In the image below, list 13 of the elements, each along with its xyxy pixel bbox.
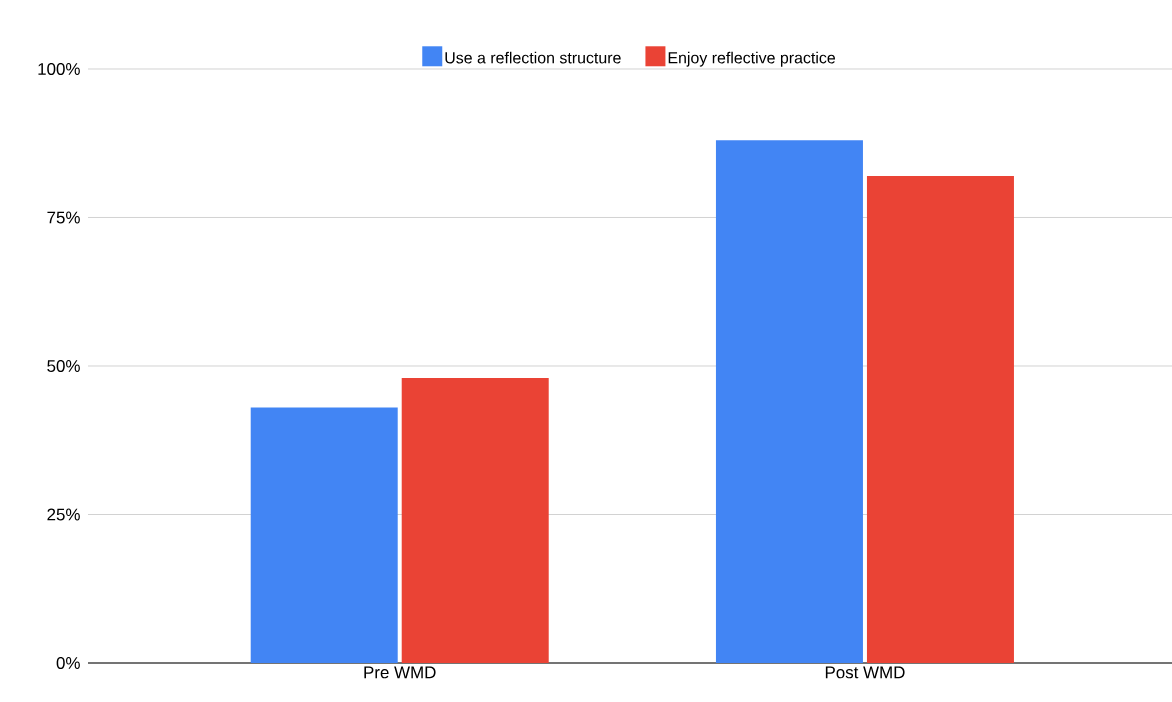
x-tick-label: Post WMD <box>825 666 905 679</box>
bar <box>715 140 863 663</box>
y-tick-label: 25% <box>47 508 80 521</box>
bar <box>866 175 1014 663</box>
x-tick-label: Pre WMD <box>364 666 436 679</box>
y-tick-label: 0% <box>56 657 80 669</box>
y-tick-label: 75% <box>47 211 80 224</box>
y-tick-label: 100% <box>38 63 80 75</box>
bar <box>250 407 398 663</box>
legend-label: Use a reflection structure <box>445 51 621 64</box>
legend-label: Enjoy reflective practice <box>668 51 836 67</box>
bar <box>401 377 549 663</box>
y-tick-label: 50% <box>47 360 80 372</box>
